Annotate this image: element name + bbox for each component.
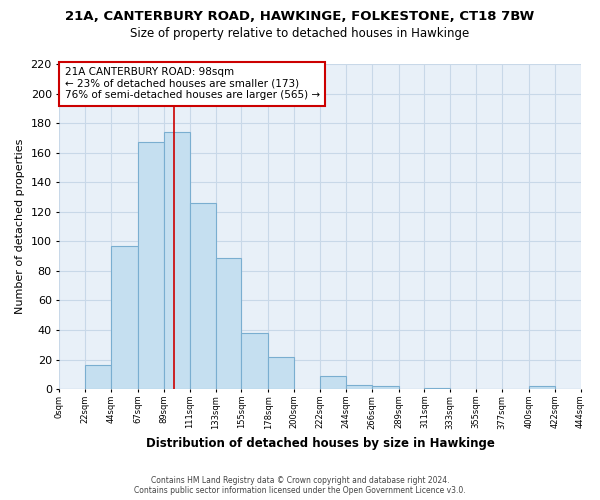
Bar: [371, 386, 398, 389]
Bar: [268, 356, 294, 389]
X-axis label: Distribution of detached houses by size in Hawkinge: Distribution of detached houses by size …: [146, 437, 494, 450]
Bar: [320, 376, 346, 389]
Text: 21A, CANTERBURY ROAD, HAWKINGE, FOLKESTONE, CT18 7BW: 21A, CANTERBURY ROAD, HAWKINGE, FOLKESTO…: [65, 10, 535, 23]
Bar: [529, 386, 554, 389]
Text: 21A CANTERBURY ROAD: 98sqm
← 23% of detached houses are smaller (173)
76% of sem: 21A CANTERBURY ROAD: 98sqm ← 23% of deta…: [65, 68, 320, 100]
Bar: [215, 258, 241, 389]
Bar: [85, 366, 111, 389]
Bar: [241, 333, 268, 389]
Bar: [138, 142, 164, 389]
Bar: [111, 246, 138, 389]
Y-axis label: Number of detached properties: Number of detached properties: [15, 139, 25, 314]
Bar: [164, 132, 190, 389]
Bar: [346, 384, 371, 389]
Text: Contains HM Land Registry data © Crown copyright and database right 2024.
Contai: Contains HM Land Registry data © Crown c…: [134, 476, 466, 495]
Bar: [424, 388, 450, 389]
Text: Size of property relative to detached houses in Hawkinge: Size of property relative to detached ho…: [130, 28, 470, 40]
Bar: [190, 203, 215, 389]
